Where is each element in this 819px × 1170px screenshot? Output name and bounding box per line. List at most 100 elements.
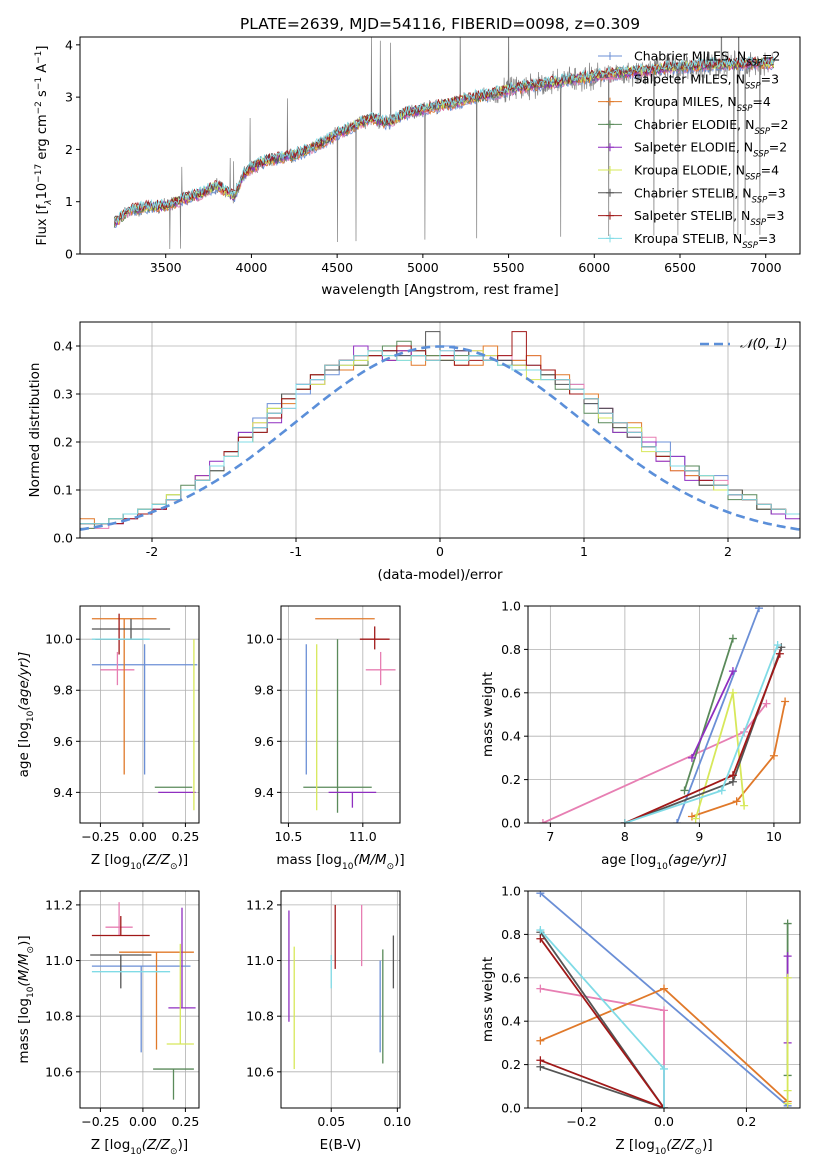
series-line <box>539 938 666 1108</box>
series-marker <box>783 1099 792 1108</box>
y-tick-label: 0.3 <box>53 387 73 402</box>
weight_vs_Z-plot-area <box>536 891 792 1108</box>
y-tick-label: 0.2 <box>501 1057 521 1072</box>
series-line <box>539 892 789 1107</box>
series-marker <box>783 1086 792 1095</box>
y-axis-label: mass [log10(M/M⊙)] <box>16 935 36 1063</box>
age_vs_Z-plot-area <box>91 613 198 811</box>
y-tick-label: 0.8 <box>501 927 521 942</box>
y-tick-label: 10.8 <box>45 1009 73 1024</box>
y-tick-label: 3 <box>65 90 73 105</box>
y-tick-label: 0.2 <box>501 772 521 787</box>
x-axis-label: (data-model)/error <box>377 567 503 583</box>
x-tick-label: 5500 <box>493 260 525 275</box>
series-line <box>683 638 734 791</box>
series-marker <box>691 814 700 823</box>
y-tick-label: 0.0 <box>501 1101 521 1116</box>
series-marker <box>762 699 771 708</box>
axes-frame <box>79 36 801 255</box>
series-marker <box>773 641 782 650</box>
y-tick-label: 0.6 <box>501 685 521 700</box>
axes-frame <box>79 321 801 539</box>
series-marker <box>717 786 726 795</box>
y-tick-label: 0.4 <box>53 339 73 354</box>
x-tick-label: 4500 <box>321 260 353 275</box>
x-axis-label: Z [log10(Z/Z⊙)] <box>615 1137 712 1157</box>
series-line <box>691 670 734 759</box>
series-marker <box>783 919 792 928</box>
x-tick-label: 1 <box>580 544 588 559</box>
age_vs_mass-plot-area <box>303 618 396 813</box>
y-tick-label: 10.6 <box>246 1064 274 1079</box>
x-tick-label: −0.25 <box>81 1114 119 1129</box>
legend-label: Salpeter ELODIE, NSSP=2 <box>634 140 787 160</box>
weight_vs_age-plot-area <box>538 606 790 823</box>
y-axis-label: mass weight <box>480 672 496 757</box>
x-tick-label: 0 <box>436 544 444 559</box>
x-tick-label: −0.25 <box>81 829 119 844</box>
mass_vs_ebv-panel: 0.05 0.10 10.6 10.8 11.0 11.2 E(B-V) <box>246 890 411 1153</box>
y-tick-label: 10.0 <box>246 632 274 647</box>
model-spectrum-line <box>113 56 774 224</box>
x-tick-label: 7 <box>546 829 554 844</box>
series-marker <box>660 1006 668 1015</box>
y-tick-label: 0.2 <box>53 435 73 450</box>
x-tick-label: 10 <box>766 829 782 844</box>
normal-distribution-curve <box>80 345 800 531</box>
series-marker <box>775 649 784 658</box>
y-tick-label: 10.0 <box>45 632 73 647</box>
x-axis-label: E(B-V) <box>320 1137 362 1153</box>
legend-marker <box>606 74 614 83</box>
figure-title: PLATE=2639, MJD=54116, FIBERID=0098, z=0… <box>240 15 640 33</box>
y-tick-label: 10.8 <box>246 1009 274 1024</box>
x-axis-label: age [log10(age/yr)] <box>601 852 727 872</box>
y-tick-label: 11.2 <box>45 897 73 912</box>
x-tick-label: 4000 <box>236 260 268 275</box>
series-line <box>539 931 666 1108</box>
x-tick-label: 2 <box>724 544 732 559</box>
x-tick-label: 6500 <box>664 260 696 275</box>
legend-label: Kroupa ELODIE, NSSP=4 <box>634 163 779 183</box>
x-axis-label: wavelength [Angstrom, rest frame] <box>321 282 559 298</box>
y-axis-label: Normed distribution <box>27 363 43 498</box>
y-tick-label: 10.6 <box>45 1064 73 1079</box>
x-axis-label: Z [log10(Z/Z⊙)] <box>91 1137 188 1157</box>
axes-frame <box>280 890 401 1109</box>
legend-label: Salpeter MILES, NSSP=3 <box>634 71 779 91</box>
y-tick-label: 2 <box>65 142 73 157</box>
x-tick-label: 0.25 <box>171 829 199 844</box>
series-marker <box>687 753 696 762</box>
x-tick-label: -1 <box>290 544 302 559</box>
y-tick-label: 0 <box>65 247 73 262</box>
legend-marker <box>606 120 614 129</box>
series-marker <box>728 634 737 643</box>
series-marker <box>536 984 545 993</box>
y-axis-label: Flux [fλ10−17 erg cm−2 s−1 A−1] <box>34 46 54 246</box>
x-tick-label: 9 <box>695 829 703 844</box>
axes-frame <box>79 605 200 824</box>
series-marker <box>536 1056 545 1065</box>
weight_vs_age-panel: 7 8 9 10 0.0 0.2 0.4 0.6 0.8 1.0 age [log10(age/yr… <box>480 599 801 872</box>
legend-label: Salpeter STELIB, NSSP=3 <box>634 208 784 228</box>
y-tick-label: 9.8 <box>53 683 73 698</box>
axes-frame <box>527 605 801 824</box>
legend-marker <box>606 97 614 106</box>
series-marker <box>536 891 545 898</box>
legend-marker <box>606 143 614 152</box>
series-marker <box>781 697 790 706</box>
x-tick-label: 11.0 <box>349 829 377 844</box>
x-tick-label: −0.2 <box>566 1114 596 1129</box>
y-tick-label: 1.0 <box>501 599 521 614</box>
axes-frame <box>527 890 801 1109</box>
model-spectrum-line <box>113 55 774 224</box>
x-tick-label: 5000 <box>407 260 439 275</box>
x-tick-label: 3500 <box>150 260 182 275</box>
y-axis-label: age [log10(age/yr)] <box>16 652 36 778</box>
y-tick-label: 0.1 <box>53 483 73 498</box>
y-tick-label: 11.0 <box>45 953 73 968</box>
y-tick-label: 1.0 <box>501 884 521 899</box>
series-marker <box>673 819 682 823</box>
series-marker <box>755 606 764 613</box>
series-marker <box>620 819 629 823</box>
y-tick-label: 4 <box>65 37 73 52</box>
